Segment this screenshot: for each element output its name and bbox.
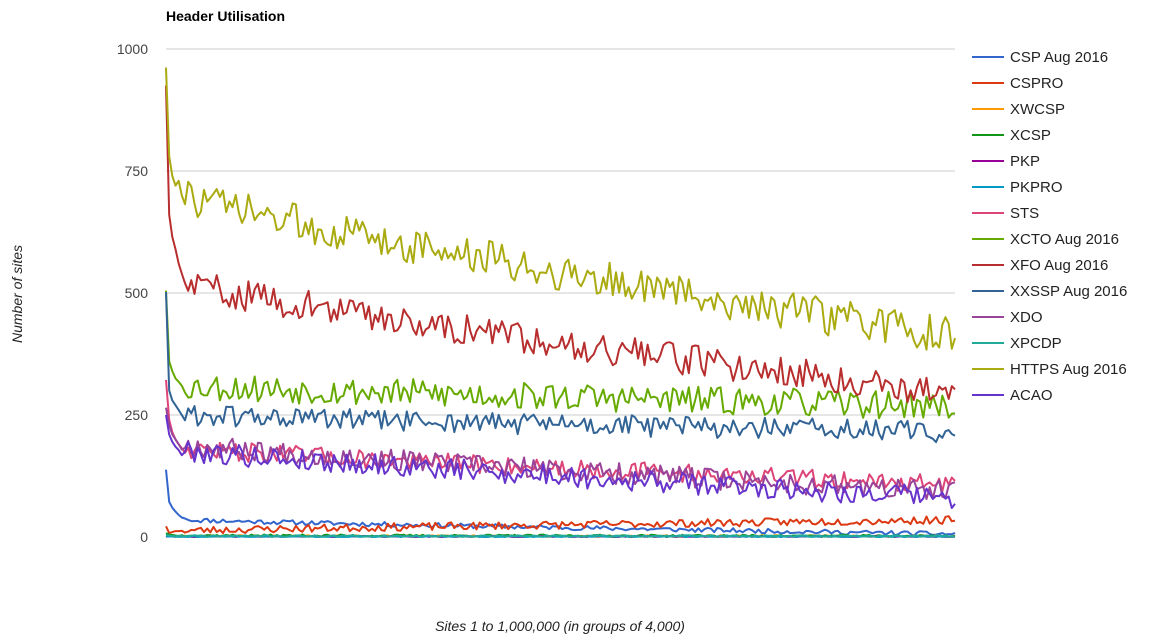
legend-label: ACAO <box>1010 387 1053 404</box>
legend-label: XXSSP Aug 2016 <box>1010 283 1127 300</box>
chart-title: Header Utilisation <box>166 8 285 24</box>
legend-label: XCSP <box>1010 127 1051 144</box>
series-line-xfo-aug-2016 <box>165 85 956 404</box>
series-line-csp-aug-2016 <box>165 469 956 537</box>
series-line-xcto-aug-2016 <box>165 290 956 420</box>
y-tick-label: 1000 <box>117 41 148 57</box>
legend-label: HTTPS Aug 2016 <box>1010 361 1127 378</box>
series-lines <box>165 67 956 538</box>
legend-label: PKPRO <box>1010 179 1063 196</box>
legend-label: XDO <box>1010 309 1043 326</box>
legend-label: XWCSP <box>1010 101 1065 118</box>
legend-label: STS <box>1010 205 1039 222</box>
legend-label: XCTO Aug 2016 <box>1010 231 1119 248</box>
y-tick-label: 0 <box>140 529 148 545</box>
series-line-xdo <box>165 407 956 500</box>
legend-label: CSP Aug 2016 <box>1010 49 1108 66</box>
series-line-acao <box>165 414 956 509</box>
series-line-cspro <box>165 515 956 535</box>
series-line-xpcdp <box>165 534 955 538</box>
y-axis-title: Number of sites <box>9 245 25 343</box>
y-tick-label: 750 <box>125 163 149 179</box>
x-axis-title: Sites 1 to 1,000,000 (in groups of 4,000… <box>435 618 685 634</box>
legend: CSP Aug 2016 CSPRO XWCSP XCSP PKP PKPRO STS XCT… <box>972 49 1127 404</box>
series-line-https-aug-2016 <box>165 67 956 351</box>
series-line-xxssp-aug-2016 <box>165 291 956 444</box>
gridlines <box>166 48 955 538</box>
y-axis-ticks: 0 250 500 750 1000 <box>117 41 148 545</box>
legend-label: PKP <box>1010 153 1040 170</box>
legend-label: CSPRO <box>1010 75 1063 92</box>
legend-label: XFO Aug 2016 <box>1010 257 1108 274</box>
series-line-sts <box>165 379 956 493</box>
legend-label: XPCDP <box>1010 335 1062 352</box>
y-tick-label: 500 <box>125 285 149 301</box>
y-tick-label: 250 <box>125 407 149 423</box>
